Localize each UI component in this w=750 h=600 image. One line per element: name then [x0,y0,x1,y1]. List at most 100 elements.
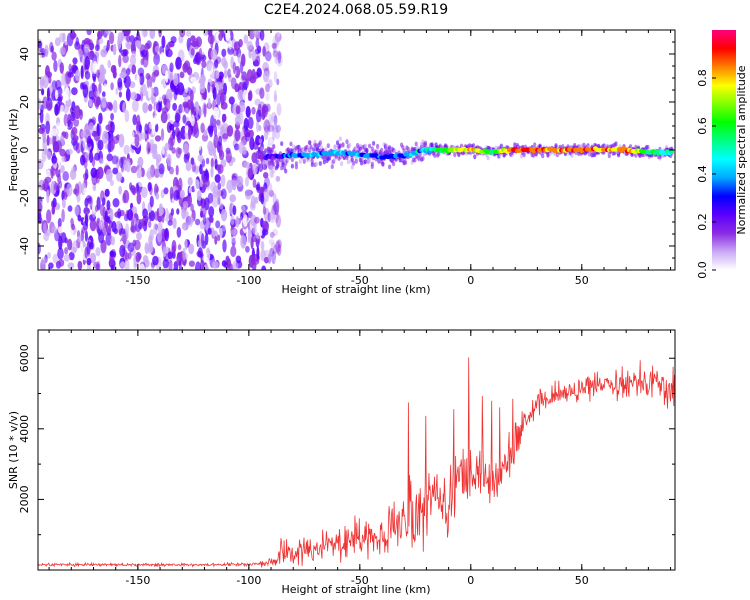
noise-mark [45,169,51,179]
noise-mark [145,73,151,80]
noise-mark [46,134,50,147]
noise-mark [226,179,233,194]
noise-mark [61,155,66,163]
ridge-halo-mark [338,136,342,142]
noise-mark [83,37,91,45]
noise-mark [38,127,45,134]
spectrogram-panel: -150 -100 -50 0 50 -40 -20 0 20 40 Height of stra… [7,29,676,296]
noise-mark [255,184,261,191]
ridge-halo-mark [350,157,354,163]
ridge-halo-mark [646,144,650,150]
noise-mark [179,71,185,79]
x-tick-label: -50 [351,574,369,587]
noise-mark [275,124,282,133]
noise-mark [185,30,192,37]
noise-mark [73,117,80,127]
noise-mark [153,168,161,179]
noise-mark [90,167,98,179]
noise-mark [51,51,57,61]
noise-mark [190,48,195,56]
noise-mark [51,128,58,137]
ridge-halo-mark [326,143,330,149]
ridge-halo-mark [270,148,274,153]
noise-mark [104,215,110,223]
ridge-halo-mark [324,147,328,153]
noise-mark [56,72,62,80]
noise-mark [258,124,262,132]
noise-mark [155,192,160,200]
noise-mark [64,237,68,244]
noise-mark [47,151,52,161]
noise-mark [261,103,268,118]
noise-mark [233,143,240,151]
noise-mark [212,196,219,208]
ridge-halo-mark [280,141,284,147]
noise-mark [193,179,200,193]
ridge-halo-mark [310,162,314,168]
noise-mark [220,174,226,187]
noise-mark [199,164,203,175]
noise-mark [263,207,270,222]
noise-mark [45,120,51,135]
colorbar: 0.0 0.2 0.4 0.6 0.8 Normalized spectral ampl… [696,30,748,279]
ridge-halo-mark [486,155,490,161]
noise-mark [95,90,101,97]
noise-mark [245,106,251,118]
noise-mark [261,228,269,236]
noise-mark [126,209,134,221]
noise-mark [188,260,195,267]
ridge-halo-mark [305,144,309,150]
noise-mark [228,39,232,50]
noise-mark [122,54,129,64]
noise-mark [267,212,271,223]
noise-mark [275,175,281,182]
noise-mark [252,227,257,234]
noise-mark [123,30,131,36]
noise-mark [88,50,95,61]
ridge-halo-mark [318,161,322,166]
noise-mark [96,196,101,211]
noise-mark [60,165,65,174]
noise-mark [151,96,155,104]
noise-mark [79,241,84,252]
noise-mark [241,71,248,81]
ridge-halo-mark [513,142,517,148]
noise-mark [39,109,44,124]
ridge-halo-mark [376,143,380,149]
noise-mark [138,263,146,270]
noise-mark [86,30,92,36]
noise-mark [205,157,210,165]
snr-xlabel: Height of straight line (km) [281,583,430,596]
noise-mark [98,220,104,230]
noise-mark [164,70,169,83]
noise-mark [232,260,239,270]
noise-mark [195,82,201,92]
noise-mark [167,42,171,51]
noise-mark [143,30,147,38]
noise-mark [231,172,238,181]
noise-mark [222,224,226,232]
noise-mark [118,54,122,68]
x-tick-label: 0 [467,274,474,287]
noise-mark [83,187,88,197]
noise-mark [63,254,71,262]
noise-mark [46,209,52,224]
noise-mark [270,242,276,249]
noise-mark [110,112,114,121]
noise-mark [164,227,170,242]
noise-mark [158,206,164,216]
noise-mark [198,139,202,151]
noise-mark [210,157,214,169]
noise-mark [176,226,182,238]
noise-mark [269,209,276,220]
noise-mark [269,247,275,257]
noise-mark [179,30,186,38]
noise-mark [263,249,270,257]
noise-mark [199,83,206,94]
noise-mark [82,137,87,149]
noise-mark [110,264,114,270]
noise-mark [68,63,72,73]
ridge-halo-mark [314,161,318,167]
noise-mark [157,215,163,223]
noise-mark [106,225,111,233]
